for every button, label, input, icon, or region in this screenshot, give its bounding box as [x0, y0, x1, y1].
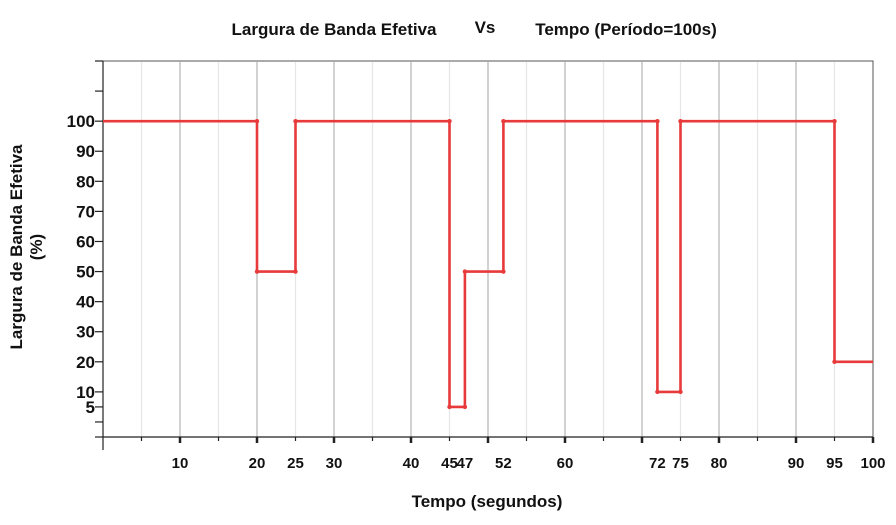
y-axis-label: Largura de Banda Efetiva (%) — [7, 144, 46, 350]
x-tick-label: 45 — [441, 455, 458, 472]
data-point — [462, 269, 468, 274]
y-tick-label: 90 — [76, 142, 95, 161]
y-tick-labels: 510 20 30 40 50 60 70 80 90 100 — [67, 112, 95, 417]
y-tick-label: 5 — [86, 398, 95, 417]
x-axis-label: Tempo (segundos) — [412, 492, 563, 511]
data-point — [293, 118, 298, 124]
y-axis-label-line-1: Largura de Banda Efetiva — [7, 144, 26, 350]
y-axis-label-line-2: (%) — [27, 234, 46, 260]
x-tick-label: 52 — [495, 455, 512, 472]
data-point — [462, 404, 468, 410]
y-tick-label: 30 — [76, 323, 95, 342]
x-tick-label: 95 — [826, 455, 843, 472]
series — [103, 118, 873, 410]
data-point — [655, 118, 660, 124]
x-tick-label: 20 — [249, 455, 266, 472]
y-tick-label: 50 — [76, 263, 95, 282]
y-tick-label: 60 — [76, 232, 95, 251]
y-tick-label: 20 — [76, 353, 95, 372]
x-tick-label: 75 — [672, 455, 689, 472]
data-point — [832, 359, 837, 364]
y-tick-label: 70 — [76, 202, 95, 221]
axes — [95, 60, 875, 450]
x-tick-label: 47 — [457, 455, 474, 472]
y-tick-label: 100 — [67, 112, 95, 131]
y-tick-label: 10 — [76, 383, 95, 402]
x-tick-label: 80 — [711, 455, 728, 472]
chart-title: Largura de Banda Efetiva Vs Tempo (Perío… — [231, 18, 716, 39]
x-tick-label: 25 — [287, 455, 304, 472]
title-part-3: Tempo (Período=100s) — [535, 20, 717, 39]
data-point — [832, 118, 837, 124]
x-tick-label: 10 — [172, 455, 189, 472]
y-tick-label: 40 — [76, 293, 95, 312]
data-point — [254, 269, 260, 274]
data-point — [501, 269, 506, 274]
x-tick-label: 100 — [860, 455, 885, 472]
data-point — [655, 389, 660, 395]
data-point — [678, 118, 683, 124]
x-tick-label: 30 — [326, 455, 343, 472]
data-point — [447, 118, 452, 124]
x-tick-label: 72 — [649, 455, 666, 472]
x-tick-label: 60 — [557, 455, 574, 472]
title-part-2: Vs — [475, 18, 496, 37]
data-point — [293, 269, 298, 274]
series-line — [103, 119, 873, 409]
data-point — [501, 118, 506, 124]
data-point — [254, 118, 260, 124]
x-tick-label: 90 — [788, 455, 805, 472]
title-part-1: Largura de Banda Efetiva — [231, 20, 437, 39]
x-tick-label: 40 — [403, 455, 420, 472]
data-point — [447, 404, 452, 410]
data-point — [678, 389, 683, 395]
y-tick-label: 80 — [76, 172, 95, 191]
